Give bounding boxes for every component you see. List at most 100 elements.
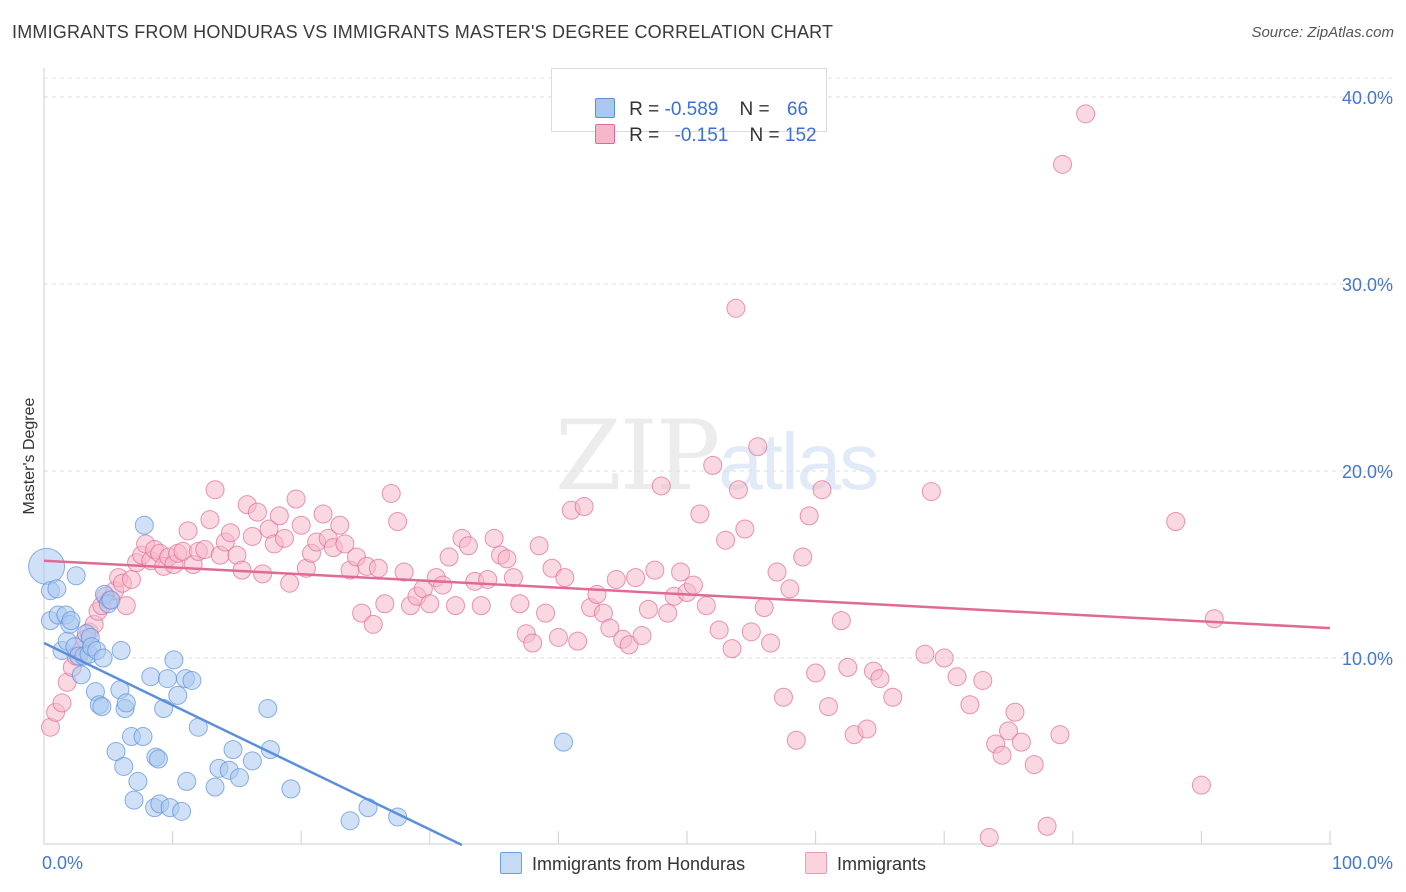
legend-swatch-immigrants — [595, 124, 616, 144]
point-honduras — [71, 665, 91, 685]
tick-labels: 10.0% 20.0% 30.0% 40.0% 0.0% 100.0% — [42, 88, 1393, 873]
point-immigrants — [242, 526, 262, 546]
point-honduras — [114, 756, 134, 776]
point-immigrants — [121, 569, 141, 589]
y-tick-label: 40.0% — [1342, 88, 1393, 108]
point-immigrants — [921, 482, 941, 502]
point-immigrants — [716, 530, 736, 550]
point-immigrants — [247, 502, 267, 522]
point-immigrants — [773, 687, 793, 707]
watermark: ZIPatlas — [555, 400, 879, 512]
point-immigrants — [934, 648, 954, 668]
bottom-swatch-honduras — [500, 852, 522, 874]
correlation-legend: R = -0.589 N = 66 R = -0.151 N = 152 — [551, 68, 827, 146]
bottom-swatch-immigrants — [805, 852, 827, 874]
point-immigrants — [709, 620, 729, 640]
point-immigrants — [741, 622, 761, 642]
y-tick-label: 30.0% — [1342, 275, 1393, 295]
point-immigrants — [335, 534, 355, 554]
point-immigrants — [1050, 725, 1070, 745]
point-immigrants — [280, 573, 300, 593]
point-honduras — [157, 669, 177, 689]
point-immigrants — [728, 480, 748, 500]
point-honduras — [168, 685, 188, 705]
legend-r-label: R = — [629, 125, 665, 146]
point-honduras — [128, 771, 148, 791]
point-immigrants — [696, 596, 716, 616]
point-immigrants — [536, 603, 556, 623]
point-immigrants — [352, 603, 372, 623]
point-honduras — [106, 742, 126, 761]
point-honduras — [177, 771, 197, 791]
point-immigrants — [690, 504, 710, 524]
point-honduras — [148, 749, 168, 769]
bottom-legend-label: Immigrants — [837, 854, 927, 874]
y-tick-label: 20.0% — [1342, 462, 1393, 482]
point-immigrants — [748, 437, 768, 457]
y-axis-label: Master's Degree — [21, 397, 38, 514]
legend-r-label: R = — [629, 99, 665, 120]
trend-lines — [43, 559, 1331, 847]
point-honduras — [141, 667, 161, 687]
point-immigrants — [754, 598, 774, 618]
point-honduras — [281, 779, 301, 799]
point-honduras — [61, 611, 81, 631]
point-honduras — [258, 698, 278, 718]
point-immigrants — [1166, 511, 1186, 531]
point-immigrants — [274, 528, 294, 548]
point-honduras — [93, 648, 113, 668]
point-immigrants — [510, 594, 530, 614]
point-honduras — [28, 547, 66, 585]
point-immigrants — [683, 575, 703, 595]
point-immigrants — [799, 506, 819, 526]
point-immigrants — [1191, 775, 1211, 795]
point-immigrants — [818, 697, 838, 717]
point-immigrants — [484, 528, 504, 548]
legend-n-value: 66 — [786, 99, 809, 120]
point-immigrants — [363, 614, 383, 634]
point-immigrants — [253, 564, 273, 584]
point-immigrants — [870, 669, 890, 689]
point-immigrants — [291, 515, 311, 535]
point-immigrants — [542, 558, 562, 578]
point-honduras — [134, 515, 154, 535]
point-immigrants — [703, 455, 723, 475]
axes — [43, 68, 1332, 845]
point-immigrants — [1024, 755, 1044, 775]
y-tick-label: 10.0% — [1342, 649, 1393, 669]
legend-row-immigrants: R = -0.151 N = 152 — [574, 102, 817, 146]
point-immigrants — [388, 511, 408, 531]
point-immigrants — [1037, 816, 1057, 836]
point-immigrants — [992, 745, 1012, 765]
point-immigrants — [999, 721, 1018, 741]
point-immigrants — [638, 599, 658, 619]
point-immigrants — [205, 480, 225, 500]
point-immigrants — [632, 626, 652, 646]
point-immigrants — [458, 536, 478, 556]
point-honduras — [340, 811, 360, 831]
point-immigrants — [503, 568, 523, 588]
point-immigrants — [529, 536, 549, 556]
trend-line-immigrants — [43, 559, 1331, 630]
point-immigrants — [735, 519, 755, 539]
point-immigrants — [478, 569, 498, 589]
point-immigrants — [960, 695, 980, 715]
point-immigrants — [548, 627, 568, 647]
point-immigrants — [626, 568, 646, 588]
point-immigrants — [1204, 609, 1224, 629]
point-immigrants — [330, 515, 350, 535]
point-honduras — [101, 590, 121, 610]
point-honduras — [66, 566, 86, 586]
point-immigrants — [793, 547, 813, 567]
data-points — [28, 104, 1224, 848]
bottom-legend-immigrants: Immigrants — [805, 852, 926, 875]
point-immigrants — [381, 483, 401, 503]
point-honduras — [242, 751, 262, 771]
x-tick-label-min: 0.0% — [42, 853, 83, 873]
point-honduras — [554, 732, 574, 752]
point-immigrants — [722, 639, 742, 659]
point-immigrants — [761, 633, 781, 653]
point-immigrants — [178, 521, 198, 541]
legend-n-label: N = — [739, 99, 775, 120]
point-immigrants — [973, 670, 993, 690]
